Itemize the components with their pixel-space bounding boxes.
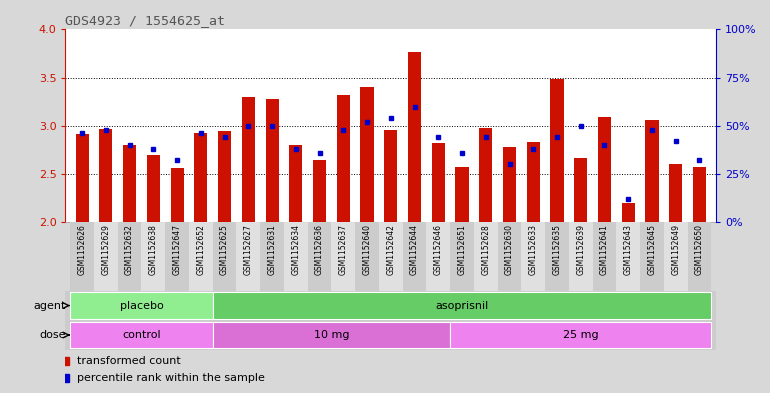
Bar	[308, 222, 331, 291]
Bar	[194, 134, 207, 222]
Text: GSM1152643: GSM1152643	[624, 224, 633, 275]
Bar	[99, 129, 112, 222]
Bar	[640, 222, 664, 291]
Bar	[664, 222, 688, 291]
Text: GSM1152649: GSM1152649	[671, 224, 680, 275]
Bar	[147, 154, 160, 222]
Text: GDS4923 / 1554625_at: GDS4923 / 1554625_at	[65, 14, 226, 27]
Text: GSM1152640: GSM1152640	[363, 224, 372, 275]
Bar	[545, 222, 569, 291]
Bar	[313, 160, 326, 222]
Bar	[213, 322, 450, 348]
Text: GSM1152627: GSM1152627	[244, 224, 253, 275]
Bar	[669, 164, 682, 222]
Bar	[284, 222, 308, 291]
Bar	[266, 99, 279, 222]
Bar	[336, 95, 350, 222]
Bar	[621, 203, 634, 222]
Bar	[360, 87, 373, 222]
Text: GSM1152628: GSM1152628	[481, 224, 490, 275]
Bar	[551, 79, 564, 222]
Bar	[574, 158, 588, 222]
Text: GSM1152652: GSM1152652	[196, 224, 206, 275]
Bar	[497, 222, 521, 291]
Bar	[118, 222, 142, 291]
Bar	[236, 222, 260, 291]
Text: GSM1152625: GSM1152625	[220, 224, 229, 275]
Text: GSM1152644: GSM1152644	[410, 224, 419, 275]
Text: GSM1152645: GSM1152645	[648, 224, 657, 275]
Bar	[616, 222, 640, 291]
Bar	[242, 97, 255, 222]
Bar	[142, 222, 166, 291]
Bar	[479, 128, 492, 222]
Bar	[403, 222, 427, 291]
Text: GSM1152630: GSM1152630	[505, 224, 514, 275]
Text: GSM1152646: GSM1152646	[434, 224, 443, 275]
Bar	[189, 222, 213, 291]
Bar	[213, 222, 236, 291]
Bar	[290, 145, 303, 222]
Text: asoprisnil: asoprisnil	[435, 301, 489, 310]
Bar	[693, 167, 706, 222]
Bar	[521, 222, 545, 291]
Bar	[75, 134, 89, 222]
Bar	[456, 167, 468, 222]
Bar	[569, 222, 593, 291]
Text: placebo: placebo	[119, 301, 163, 310]
Text: GSM1152639: GSM1152639	[576, 224, 585, 275]
Bar	[123, 145, 136, 222]
Bar	[379, 222, 403, 291]
Text: GSM1152626: GSM1152626	[78, 224, 86, 275]
Text: GSM1152629: GSM1152629	[102, 224, 110, 275]
Bar	[384, 130, 397, 222]
Text: GSM1152650: GSM1152650	[695, 224, 704, 275]
Text: GSM1152634: GSM1152634	[291, 224, 300, 275]
Text: GSM1152632: GSM1152632	[125, 224, 134, 275]
Text: GSM1152651: GSM1152651	[457, 224, 467, 275]
Bar	[450, 222, 474, 291]
Bar	[70, 292, 213, 319]
Text: GSM1152633: GSM1152633	[529, 224, 537, 275]
Text: GSM1152637: GSM1152637	[339, 224, 348, 275]
Text: GSM1152631: GSM1152631	[267, 224, 276, 275]
Bar	[70, 222, 94, 291]
Text: GSM1152635: GSM1152635	[553, 224, 561, 275]
Bar	[688, 222, 711, 291]
Bar	[598, 117, 611, 222]
Text: 10 mg: 10 mg	[313, 330, 349, 340]
Bar	[260, 222, 284, 291]
Text: control: control	[122, 330, 161, 340]
Bar	[355, 222, 379, 291]
Text: percentile rank within the sample: percentile rank within the sample	[77, 373, 265, 383]
Text: dose: dose	[39, 330, 65, 340]
Text: GSM1152638: GSM1152638	[149, 224, 158, 275]
Bar	[94, 222, 118, 291]
Text: GSM1152641: GSM1152641	[600, 224, 609, 275]
Bar	[432, 143, 445, 222]
Bar	[218, 130, 231, 222]
Text: GSM1152647: GSM1152647	[172, 224, 182, 275]
Bar	[450, 322, 711, 348]
Bar	[170, 168, 183, 222]
Bar	[503, 147, 516, 222]
Bar	[527, 142, 540, 222]
Bar	[70, 322, 213, 348]
Bar	[474, 222, 497, 291]
Bar	[408, 51, 421, 222]
Text: 25 mg: 25 mg	[563, 330, 598, 340]
Bar	[427, 222, 450, 291]
Bar	[593, 222, 616, 291]
Text: GSM1152642: GSM1152642	[387, 224, 395, 275]
Bar	[331, 222, 355, 291]
Bar	[213, 292, 711, 319]
Text: transformed count: transformed count	[77, 356, 181, 366]
Bar	[645, 120, 658, 222]
Text: agent: agent	[33, 301, 65, 310]
Bar	[166, 222, 189, 291]
Text: GSM1152636: GSM1152636	[315, 224, 324, 275]
